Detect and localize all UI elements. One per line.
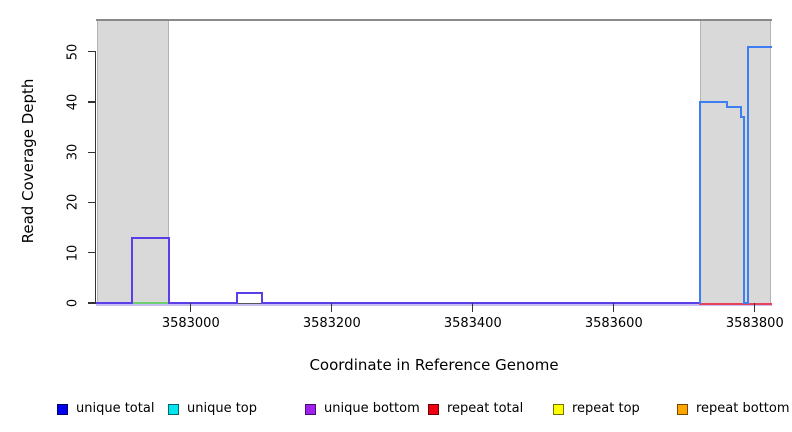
series-segment-unique-coverage-right	[739, 116, 746, 118]
series-segment-unique-coverage-right	[725, 100, 728, 108]
y-axis-title: Read Coverage Depth	[19, 78, 37, 244]
series-segment-unique-bottom-coverage	[167, 302, 238, 304]
repeat-top-swatch-icon	[553, 403, 564, 415]
series-segment-repeat-total-zero-line	[698, 302, 772, 305]
legend-item-repeat-bottom: repeat bottom	[677, 402, 790, 416]
series-segment-unique-coverage-right	[699, 100, 702, 304]
unique-top-swatch-icon	[168, 403, 179, 415]
series-segment-zero-line-light-purple	[96, 303, 772, 306]
y-tick-label: 30	[65, 143, 81, 161]
legend-item-unique-top: unique top	[168, 402, 257, 416]
x-tick-label: 3583400	[443, 316, 502, 331]
legend-item-repeat-total: repeat total	[428, 402, 523, 416]
plot-top-border	[96, 19, 772, 21]
legend-item-unique-bottom: unique bottom	[305, 402, 420, 416]
y-tick	[87, 151, 97, 153]
series-segment-unique-coverage-right	[699, 100, 728, 103]
x-tick	[190, 303, 192, 312]
y-tick	[87, 252, 97, 254]
series-segment-unique-bottom-coverage	[131, 236, 170, 239]
y-tick-label: 50	[65, 43, 81, 60]
repeat-total-swatch-icon	[428, 403, 439, 415]
y-tick-label: 10	[65, 244, 81, 261]
legend-label: repeat total	[447, 401, 524, 416]
unique-bottom-swatch-icon	[305, 403, 316, 415]
x-tick-label: 3583200	[302, 316, 361, 331]
legend-label: repeat top	[572, 401, 640, 416]
x-tick	[331, 303, 333, 312]
legend-item-unique-total: unique total	[57, 402, 154, 416]
series-segment-unique-coverage-right	[743, 116, 746, 304]
series-segment-unique-bottom-coverage	[131, 236, 134, 304]
series-segment-unique-bottom-coverage	[96, 302, 134, 304]
legend-item-repeat-top: repeat top	[553, 402, 640, 416]
legend-label: unique bottom	[324, 401, 420, 416]
series-segment-unique-bottom-coverage	[260, 291, 263, 304]
y-tick-label: 0	[65, 298, 81, 308]
y-tick	[87, 101, 97, 103]
y-axis-line	[94, 50, 97, 304]
unique-total-swatch-icon	[57, 403, 68, 415]
series-segment-unique-bottom-coverage	[235, 291, 263, 294]
series-segment-unique-bottom-coverage	[235, 291, 238, 304]
legend-label: repeat bottom	[696, 401, 790, 416]
repeat-bottom-swatch-icon	[677, 403, 688, 415]
x-tick	[472, 303, 474, 312]
series-segment-zero-line-green	[131, 301, 170, 304]
x-tick	[613, 303, 615, 312]
y-tick-label: 40	[65, 93, 81, 111]
x-axis-title: Coordinate in Reference Genome	[309, 356, 559, 374]
x-tick-label: 3583000	[161, 316, 220, 331]
series-segment-unique-coverage-right	[747, 45, 772, 48]
x-tick-label: 3583600	[584, 316, 643, 331]
x-tick-label: 3583800	[725, 316, 784, 331]
legend-label: unique top	[187, 401, 258, 416]
legend-label: unique total	[76, 401, 155, 416]
x-tick	[754, 303, 756, 312]
shaded-region	[699, 19, 771, 304]
series-segment-unique-bottom-coverage	[167, 236, 170, 304]
y-tick	[87, 50, 97, 53]
series-segment-unique-coverage-right	[725, 105, 742, 108]
y-tick	[87, 302, 97, 304]
y-tick	[87, 201, 97, 204]
series-segment-unique-bottom-coverage	[260, 302, 701, 304]
series-segment-unique-coverage-right	[747, 45, 750, 304]
series-segment-unique-coverage-right	[743, 302, 750, 304]
y-tick-label: 20	[65, 194, 81, 211]
series-segment-unique-coverage-right	[739, 105, 742, 118]
